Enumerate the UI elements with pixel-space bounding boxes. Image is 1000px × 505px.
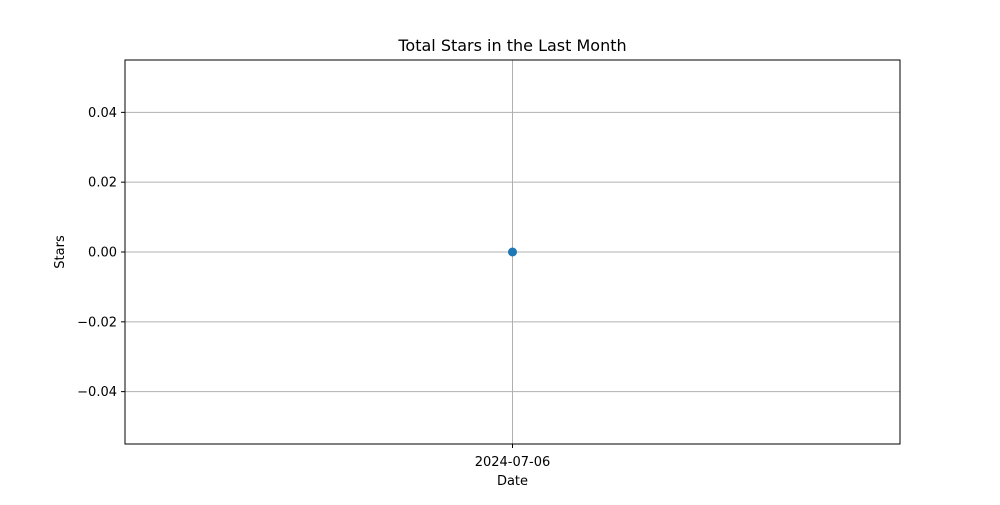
y-tick-label: 0.00 — [88, 246, 117, 261]
y-axis-title: Stars — [53, 235, 68, 269]
data-point — [508, 247, 517, 257]
data-series — [508, 247, 517, 257]
y-axis-ticks: −0.04 −0.02 0.00 0.02 0.04 — [77, 106, 125, 400]
chart-title: Total Stars in the Last Month — [397, 36, 626, 55]
x-tick-label: 2024-07-06 — [475, 455, 551, 470]
y-tick-label: −0.02 — [77, 315, 117, 330]
y-tick-label: 0.04 — [88, 106, 117, 121]
y-tick-label: 0.02 — [88, 176, 117, 191]
x-axis-title: Date — [497, 474, 528, 489]
y-tick-label: −0.04 — [77, 385, 117, 400]
x-axis-ticks: 2024-07-06 — [475, 444, 551, 470]
